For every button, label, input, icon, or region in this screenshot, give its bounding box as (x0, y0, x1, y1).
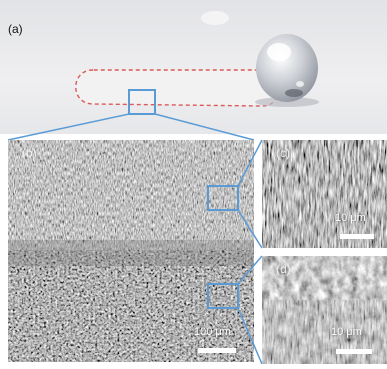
zoom-line-d-bottom (237, 307, 263, 365)
scale-label-d: 10 μm (331, 326, 362, 338)
zoom-line-left-a (7, 113, 130, 141)
panel-b-sem (8, 140, 254, 362)
scale-bar-b (198, 348, 236, 353)
water-droplet (255, 34, 319, 107)
zoom-line-right-a (154, 113, 255, 141)
scale-bar-d (336, 349, 372, 354)
zoom-line-c-top (237, 139, 263, 187)
panel-a-photo (0, 0, 387, 134)
zoom-box-b-upper (207, 185, 239, 211)
zoom-box-b-lower (207, 283, 239, 309)
panel-b-label: (b) (22, 146, 37, 160)
scale-label-c: 10 μm (335, 212, 366, 224)
panel-a-label: (a) (8, 22, 23, 36)
scale-label-b: 100 μm (194, 326, 231, 338)
panel-c-label: (c) (276, 146, 290, 160)
panel-d-label: (d) (276, 262, 291, 276)
panel-d-sem (262, 256, 387, 364)
zoom-line-c-bottom (237, 209, 263, 249)
track-outline (75, 69, 276, 107)
zoom-line-d-top (237, 255, 263, 285)
zoom-box-a (128, 89, 156, 115)
scale-bar-c (340, 234, 374, 239)
panel-c-sem (262, 140, 387, 248)
